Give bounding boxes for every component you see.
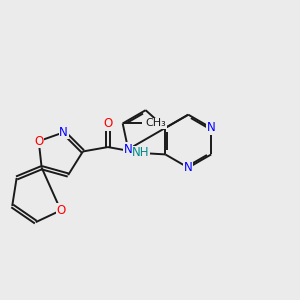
Text: N: N bbox=[124, 143, 133, 156]
Text: O: O bbox=[103, 117, 112, 130]
Text: N: N bbox=[207, 122, 216, 134]
Text: N: N bbox=[59, 126, 68, 139]
Text: NH: NH bbox=[132, 146, 149, 159]
Text: N: N bbox=[184, 161, 193, 174]
Text: CH₃: CH₃ bbox=[146, 118, 166, 128]
Text: O: O bbox=[56, 204, 65, 217]
Text: O: O bbox=[34, 135, 43, 148]
